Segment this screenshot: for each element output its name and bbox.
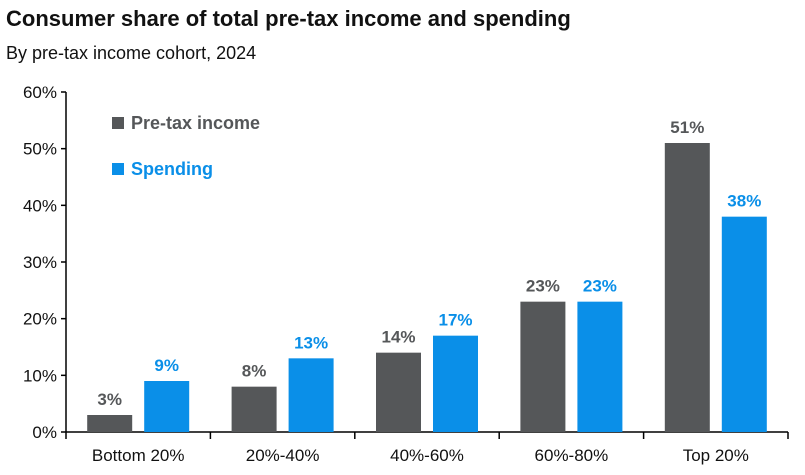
data-label: 51% bbox=[670, 118, 704, 137]
data-label: 38% bbox=[727, 192, 761, 211]
bar-spending bbox=[433, 335, 478, 432]
x-category-label: Bottom 20% bbox=[92, 446, 185, 465]
chart-title: Consumer share of total pre-tax income a… bbox=[6, 6, 571, 31]
y-tick-label: 20% bbox=[23, 310, 57, 329]
y-tick-label: 0% bbox=[32, 423, 57, 442]
bar-spending bbox=[721, 216, 767, 432]
y-tick-label: 60% bbox=[23, 83, 57, 102]
bar-income bbox=[376, 352, 421, 432]
x-category-label: 20%-40% bbox=[246, 446, 320, 465]
bar-spending bbox=[577, 301, 623, 432]
bar-income bbox=[87, 415, 133, 432]
x-category-label: Top 20% bbox=[683, 446, 749, 465]
y-tick-label: 50% bbox=[23, 140, 57, 159]
data-label: 8% bbox=[242, 362, 267, 381]
data-label: 9% bbox=[154, 356, 179, 375]
legend-label: Pre-tax income bbox=[131, 113, 260, 133]
bar-income bbox=[664, 143, 710, 432]
data-label: 17% bbox=[438, 311, 472, 330]
y-tick-label: 30% bbox=[23, 253, 57, 272]
bar-spending bbox=[288, 358, 334, 432]
data-label: 23% bbox=[583, 277, 617, 296]
data-label: 23% bbox=[526, 277, 560, 296]
y-tick-label: 40% bbox=[23, 196, 57, 215]
bar-spending bbox=[144, 381, 190, 432]
data-label: 3% bbox=[97, 390, 122, 409]
data-label: 14% bbox=[381, 328, 415, 347]
x-category-label: 60%-80% bbox=[535, 446, 609, 465]
chart-subtitle: By pre-tax income cohort, 2024 bbox=[6, 43, 257, 63]
bar-income bbox=[520, 301, 566, 432]
x-category-label: 40%-60% bbox=[390, 446, 464, 465]
legend-label: Spending bbox=[131, 159, 213, 179]
legend-swatch bbox=[112, 163, 124, 175]
bar-income bbox=[231, 386, 277, 432]
legend-swatch bbox=[112, 117, 124, 129]
y-tick-label: 10% bbox=[23, 366, 57, 385]
data-label: 13% bbox=[294, 333, 328, 352]
